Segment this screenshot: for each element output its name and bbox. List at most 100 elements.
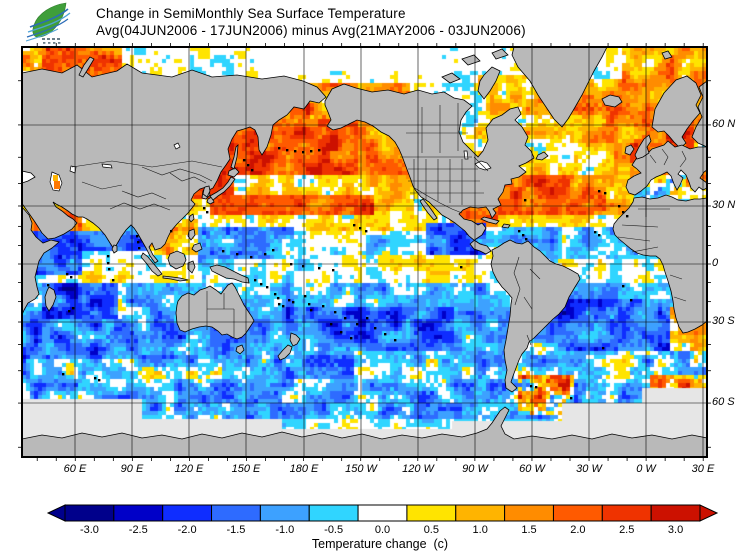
land-layer bbox=[21, 46, 708, 458]
political-border bbox=[141, 166, 213, 182]
political-border bbox=[169, 172, 207, 184]
political-border bbox=[661, 148, 669, 166]
lon-axis-label: 30 W bbox=[576, 463, 602, 475]
hokkaido bbox=[227, 167, 240, 178]
island-speck bbox=[282, 305, 285, 308]
baffin-island bbox=[477, 66, 501, 100]
island-speck bbox=[350, 337, 353, 340]
island-speck bbox=[353, 224, 356, 227]
colorbar-segment bbox=[455, 504, 506, 522]
political-border bbox=[81, 181, 123, 190]
south-america bbox=[490, 239, 581, 393]
colorbar-segment bbox=[113, 504, 164, 522]
island-speck bbox=[70, 276, 73, 279]
lon-axis-label: 120 W bbox=[402, 463, 434, 475]
political-border bbox=[412, 186, 463, 214]
political-border bbox=[529, 268, 541, 280]
map-frame bbox=[21, 46, 708, 458]
colorbar-label: -0.5 bbox=[324, 524, 344, 536]
political-border bbox=[513, 256, 521, 306]
island-speck bbox=[308, 303, 311, 306]
colorbar-segment bbox=[357, 504, 408, 522]
colorbar-segment bbox=[64, 504, 115, 522]
political-border bbox=[473, 156, 489, 172]
svalbard bbox=[661, 50, 673, 60]
political-border bbox=[121, 190, 167, 200]
sumatra bbox=[140, 252, 163, 277]
ellesmere-island bbox=[491, 48, 509, 60]
greenland bbox=[511, 46, 608, 128]
island-speck bbox=[330, 323, 333, 326]
island-speck bbox=[604, 192, 607, 195]
hispaniola bbox=[501, 223, 511, 229]
island-speck bbox=[334, 311, 337, 314]
island-speck bbox=[260, 283, 263, 286]
tasmania bbox=[235, 344, 245, 355]
arctic-island bbox=[461, 54, 481, 66]
logo-text-marks bbox=[42, 38, 61, 44]
island-speck bbox=[384, 333, 387, 336]
island-speck bbox=[318, 149, 321, 152]
island-speck bbox=[170, 230, 173, 233]
island-speck bbox=[108, 268, 111, 271]
new-zealand-south bbox=[277, 344, 293, 361]
korea bbox=[202, 185, 211, 198]
great-britain bbox=[634, 134, 652, 160]
island-speck bbox=[136, 235, 139, 238]
island-speck bbox=[236, 253, 239, 256]
victoria-island bbox=[441, 72, 461, 84]
colorbar-label: 2.5 bbox=[619, 524, 635, 536]
island-speck bbox=[535, 386, 538, 389]
island-speck bbox=[272, 249, 275, 252]
island-speck bbox=[530, 385, 533, 388]
scandinavia bbox=[651, 75, 702, 149]
island-speck bbox=[365, 230, 368, 233]
political-border bbox=[669, 274, 683, 280]
great-lakes bbox=[474, 160, 492, 171]
leaf-icon bbox=[25, 2, 71, 42]
political-border bbox=[649, 154, 657, 164]
island-speck bbox=[206, 211, 209, 214]
lat-axis-label: 30 S bbox=[712, 315, 735, 327]
colorbar-arrow-left bbox=[46, 504, 66, 522]
colorbar-segment bbox=[650, 504, 701, 522]
island-speck bbox=[288, 299, 291, 302]
island-speck bbox=[266, 286, 269, 289]
island-speck bbox=[302, 151, 305, 154]
island-speck bbox=[286, 149, 289, 152]
colorbar-arrow-right bbox=[699, 504, 719, 522]
island-speck bbox=[98, 379, 101, 382]
political-border bbox=[673, 296, 687, 302]
island-speck bbox=[374, 327, 377, 330]
island-speck bbox=[137, 241, 140, 244]
colorbar-segment bbox=[211, 504, 261, 522]
island-speck bbox=[460, 266, 463, 269]
island-speck bbox=[340, 331, 343, 334]
lake-baikal bbox=[173, 142, 181, 150]
island-speck bbox=[277, 297, 280, 300]
island-speck bbox=[332, 269, 335, 272]
newfoundland bbox=[535, 151, 549, 161]
island-speck bbox=[344, 317, 347, 320]
island-speck bbox=[138, 247, 141, 250]
political-border bbox=[631, 246, 659, 253]
lon-axis-label: 90 E bbox=[120, 463, 144, 475]
political-border bbox=[523, 296, 533, 310]
island-speck bbox=[107, 255, 110, 258]
chart-subtitle: Avg(04JUN2006 - 17JUN2006) minus Avg(21M… bbox=[96, 23, 526, 38]
colorbar-label: 2.0 bbox=[570, 524, 586, 536]
colorbar-segment bbox=[308, 504, 359, 522]
sri-lanka bbox=[111, 244, 118, 254]
island-speck bbox=[356, 323, 359, 326]
colorbar-segment bbox=[162, 504, 213, 522]
honshu bbox=[209, 176, 236, 201]
africa bbox=[612, 194, 708, 334]
island-speck bbox=[622, 285, 625, 288]
java bbox=[162, 275, 189, 282]
lon-axis-label: 150 E bbox=[231, 463, 261, 475]
island-speck bbox=[203, 207, 206, 210]
baja-california bbox=[419, 198, 438, 221]
colorbar-segment bbox=[259, 504, 310, 522]
cuba bbox=[480, 216, 500, 225]
